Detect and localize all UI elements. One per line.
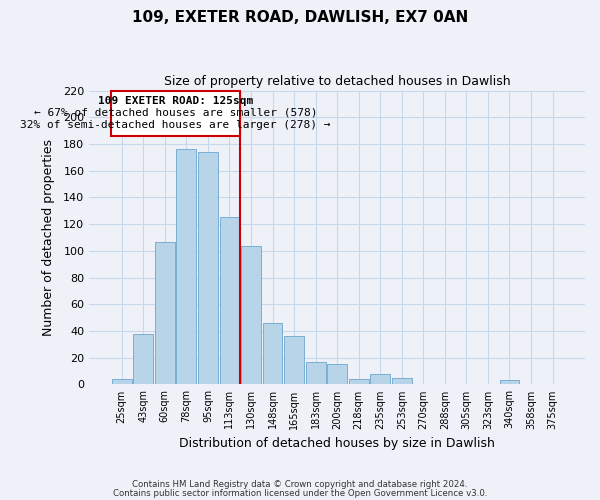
Bar: [284, 336, 304, 384]
Text: Contains HM Land Registry data © Crown copyright and database right 2024.: Contains HM Land Registry data © Crown c…: [132, 480, 468, 489]
Bar: [155, 242, 175, 384]
Text: 32% of semi-detached houses are larger (278) →: 32% of semi-detached houses are larger (…: [20, 120, 331, 130]
FancyBboxPatch shape: [111, 90, 240, 136]
Text: Contains public sector information licensed under the Open Government Licence v3: Contains public sector information licen…: [113, 488, 487, 498]
Bar: [198, 152, 218, 384]
Bar: [392, 378, 412, 384]
Bar: [176, 150, 196, 384]
Bar: [112, 379, 131, 384]
Text: ← 67% of detached houses are smaller (578): ← 67% of detached houses are smaller (57…: [34, 108, 317, 118]
Bar: [349, 379, 368, 384]
Bar: [133, 334, 153, 384]
Y-axis label: Number of detached properties: Number of detached properties: [42, 139, 55, 336]
Bar: [370, 374, 390, 384]
Bar: [220, 218, 239, 384]
X-axis label: Distribution of detached houses by size in Dawlish: Distribution of detached houses by size …: [179, 437, 495, 450]
Bar: [241, 246, 261, 384]
Text: 109 EXETER ROAD: 125sqm: 109 EXETER ROAD: 125sqm: [98, 96, 253, 106]
Bar: [263, 323, 283, 384]
Bar: [306, 362, 326, 384]
Text: 109, EXETER ROAD, DAWLISH, EX7 0AN: 109, EXETER ROAD, DAWLISH, EX7 0AN: [132, 10, 468, 25]
Bar: [327, 364, 347, 384]
Bar: [500, 380, 520, 384]
Title: Size of property relative to detached houses in Dawlish: Size of property relative to detached ho…: [164, 75, 511, 88]
